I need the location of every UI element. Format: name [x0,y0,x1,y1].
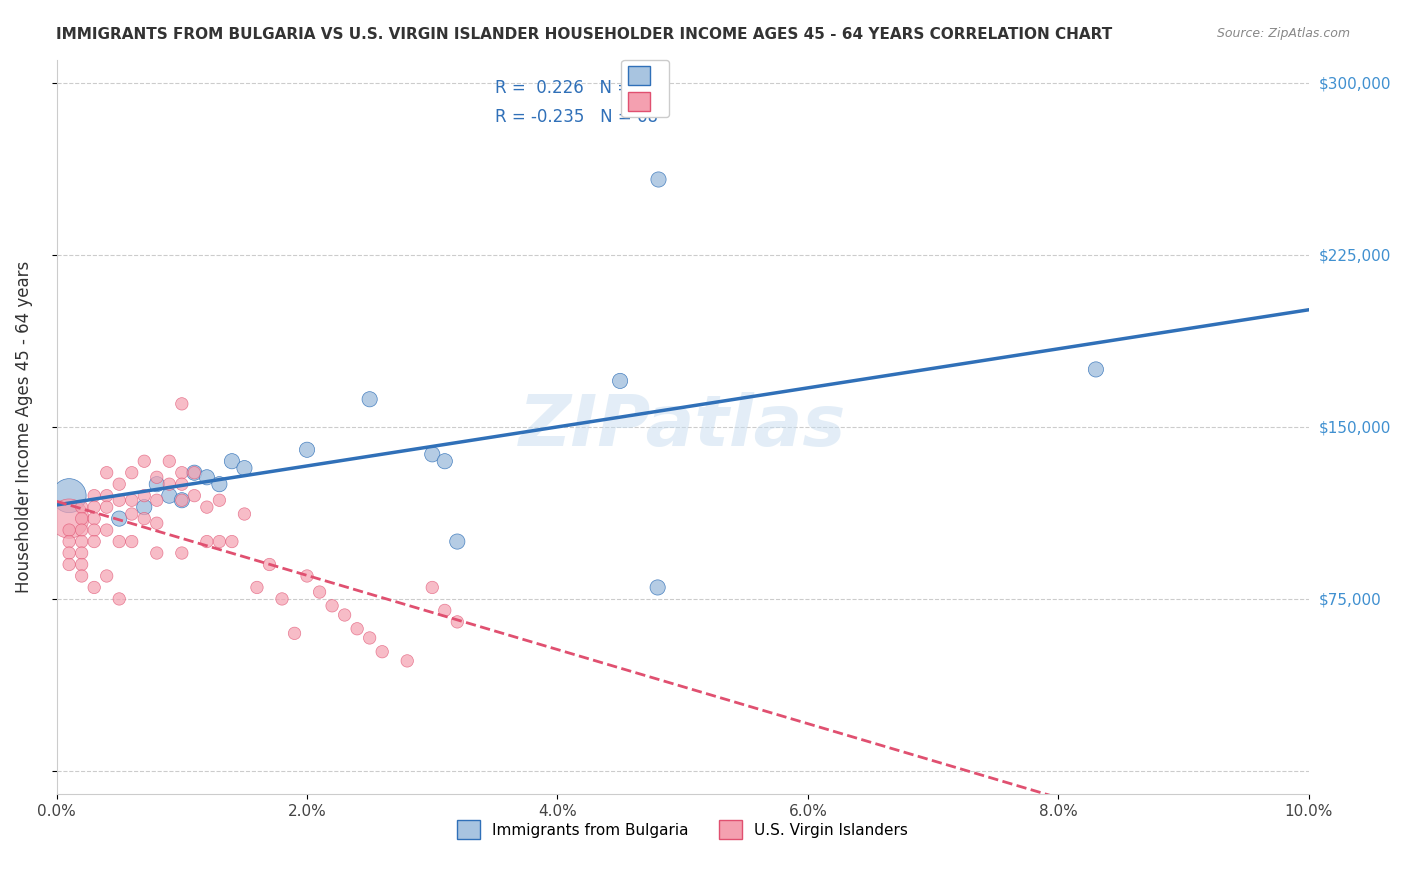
Point [146,546,169,560]
Point [58,546,80,560]
Point [108,591,131,606]
Point [271,591,294,606]
Point [96,523,118,537]
Point [96,466,118,480]
Point [83,581,105,595]
Point [183,466,205,480]
Point [134,489,156,503]
Point [146,493,169,508]
Point [221,534,243,549]
Point [121,534,143,549]
Point [96,569,118,583]
Point [170,493,193,508]
Point [70,546,93,560]
Point [83,534,105,549]
Point [70,569,93,583]
Point [157,477,180,491]
Text: R = -0.235   N = 68: R = -0.235 N = 68 [495,108,658,126]
Point [420,581,443,595]
Point [208,534,231,549]
Point [83,489,105,503]
Y-axis label: Householder Income Ages 45 - 64 years: Householder Income Ages 45 - 64 years [15,260,32,593]
Point [83,511,105,525]
Point [96,500,118,515]
Point [359,392,381,407]
Point [195,470,218,484]
Point [108,477,131,491]
Point [170,397,193,411]
Point [308,585,330,599]
Point [346,622,368,636]
Point [121,466,143,480]
Point [609,374,631,388]
Point [333,607,356,622]
Point [433,603,456,617]
Point [134,500,156,515]
Point [446,615,468,629]
Point [70,558,93,572]
Point [246,581,269,595]
Point [170,493,193,508]
Point [58,523,80,537]
Point [295,569,318,583]
Point [183,489,205,503]
Text: R =  0.226   N = 19: R = 0.226 N = 19 [495,78,658,96]
Text: IMMIGRANTS FROM BULGARIA VS U.S. VIRGIN ISLANDER HOUSEHOLDER INCOME AGES 45 - 64: IMMIGRANTS FROM BULGARIA VS U.S. VIRGIN … [56,27,1112,42]
Point [157,454,180,468]
Point [58,489,80,503]
Point [221,454,243,468]
Point [70,523,93,537]
Point [183,466,205,480]
Point [121,493,143,508]
Point [195,534,218,549]
Point [170,477,193,491]
Point [359,631,381,645]
Point [146,477,169,491]
Point [208,493,231,508]
Point [283,626,305,640]
Point [295,442,318,457]
Point [134,511,156,525]
Point [420,447,443,461]
Point [170,466,193,480]
Point [108,534,131,549]
Point [1084,362,1107,376]
Point [321,599,343,613]
Point [146,516,169,531]
Point [371,645,394,659]
Point [83,523,105,537]
Point [121,507,143,521]
Point [70,511,93,525]
Point [58,534,80,549]
Point [259,558,281,572]
Point [146,470,169,484]
Point [58,558,80,572]
Point [233,461,256,475]
Point [433,454,456,468]
Point [108,511,131,525]
Point [70,534,93,549]
Point [108,493,131,508]
Point [96,489,118,503]
Point [134,454,156,468]
Text: ZIPatlas: ZIPatlas [519,392,846,461]
Point [70,500,93,515]
Point [83,500,105,515]
Point [233,507,256,521]
Point [58,511,80,525]
Legend: Immigrants from Bulgaria, U.S. Virgin Islanders: Immigrants from Bulgaria, U.S. Virgin Is… [451,814,914,845]
Point [647,172,669,186]
Point [396,654,419,668]
Point [647,581,669,595]
Point [170,546,193,560]
Point [208,477,231,491]
Point [157,489,180,503]
Point [446,534,468,549]
Point [195,500,218,515]
Text: Source: ZipAtlas.com: Source: ZipAtlas.com [1216,27,1350,40]
